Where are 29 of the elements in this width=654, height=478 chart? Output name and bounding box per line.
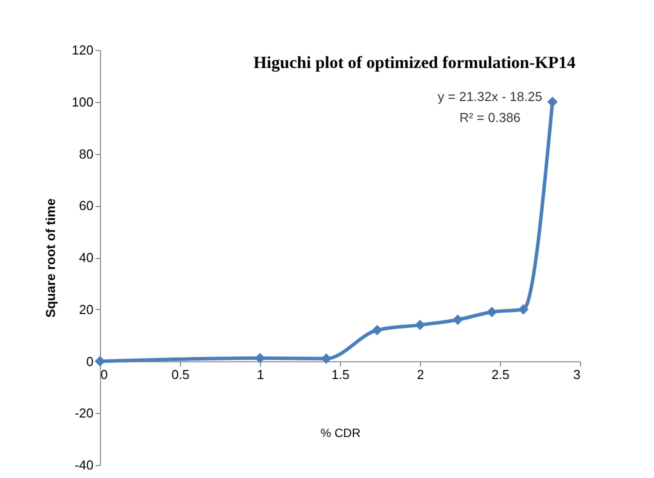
point bbox=[414, 320, 426, 330]
x-tick-label: 1 bbox=[256, 366, 264, 382]
x-tick-label: 0 bbox=[100, 366, 108, 382]
annotation: y = 21.32x - 18.25 bbox=[438, 89, 542, 104]
point bbox=[547, 96, 558, 108]
y-tick-label: -40 bbox=[74, 458, 94, 472]
x-tick-label: 2.5 bbox=[491, 366, 510, 382]
y-axis-title: Square root of time bbox=[42, 198, 58, 318]
x-tick-label: 2 bbox=[416, 366, 424, 382]
x-tick-label: 1.5 bbox=[331, 366, 350, 382]
x-tick-label: 0.5 bbox=[171, 366, 190, 382]
chart-title: Higuchi plot of optimized formulation-KP14 bbox=[253, 53, 576, 72]
y-tick-label: -20 bbox=[74, 406, 94, 421]
y-tick-label: 80 bbox=[79, 146, 94, 162]
point bbox=[372, 324, 382, 336]
y-tick-label: 0 bbox=[86, 354, 94, 369]
y-tick-label: 20 bbox=[79, 302, 94, 317]
x-axis-title: % CDR bbox=[320, 426, 361, 440]
y-tick-label: 40 bbox=[79, 250, 94, 265]
point bbox=[486, 306, 498, 318]
x-tick-label: 3 bbox=[573, 366, 580, 382]
y-tick-label: 60 bbox=[79, 198, 94, 214]
point bbox=[452, 314, 464, 325]
point bbox=[254, 352, 266, 364]
y-tick-label: 100 bbox=[72, 94, 94, 110]
annotation: R² = 0.386 bbox=[459, 110, 521, 125]
y-tick-label: 120 bbox=[72, 42, 94, 58]
point bbox=[518, 304, 529, 315]
point bbox=[94, 356, 106, 366]
